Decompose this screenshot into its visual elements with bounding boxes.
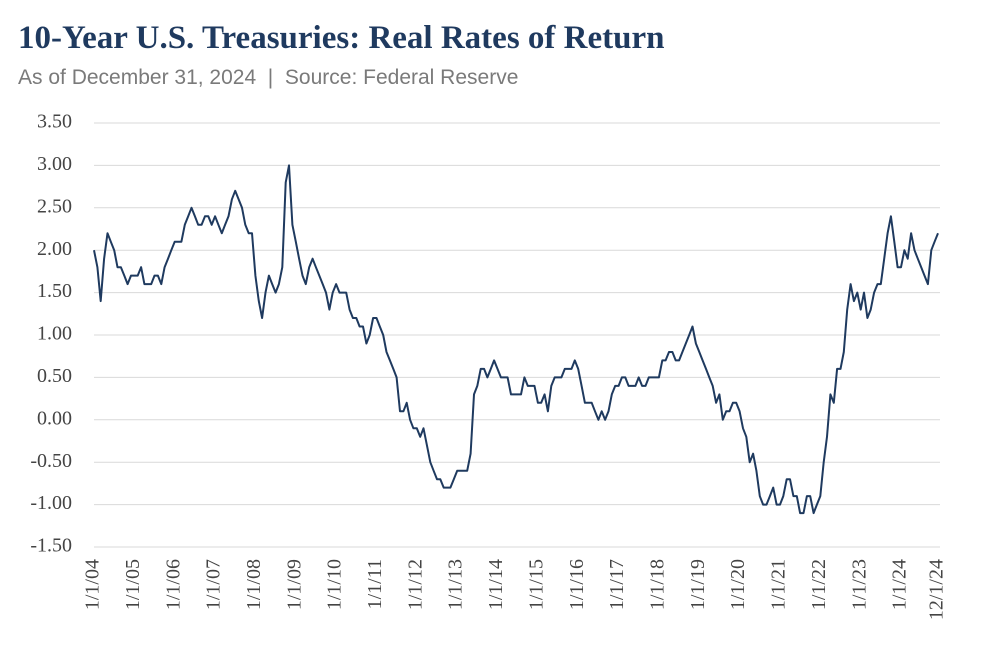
x-tick-label: 1/1/24 — [889, 559, 911, 610]
x-tick-label: 1/1/15 — [525, 559, 547, 610]
y-tick-label: -0.50 — [30, 450, 72, 472]
chart-title: 10-Year U.S. Treasuries: Real Rates of R… — [18, 20, 664, 56]
y-tick-label: -1.00 — [30, 492, 72, 514]
x-tick-label: 1/1/18 — [647, 559, 669, 610]
y-tick-label: 0.50 — [37, 365, 72, 387]
y-tick-label: 0.00 — [37, 407, 72, 429]
y-tick-label: -1.50 — [30, 535, 72, 557]
y-tick-label: 1.00 — [37, 323, 72, 345]
chart-subtitle: As of December 31, 2024 | Source: Federa… — [18, 66, 518, 89]
x-tick-label: 1/1/22 — [808, 559, 830, 610]
x-tick-label: 1/1/21 — [768, 559, 790, 610]
y-tick-label: 3.00 — [37, 153, 72, 175]
x-tick-label: 1/1/04 — [82, 559, 104, 610]
x-tick-label: 1/1/09 — [283, 559, 305, 610]
x-tick-label: 1/1/05 — [122, 559, 144, 610]
line-series — [93, 164, 939, 515]
x-tick-label: 1/1/13 — [445, 559, 467, 610]
x-tick-label: 1/1/19 — [687, 559, 709, 610]
y-tick-label: 3.50 — [37, 111, 72, 133]
x-tick-label: 1/1/11 — [364, 559, 386, 609]
x-tick-label: 1/1/08 — [243, 559, 265, 610]
y-tick-label: 2.00 — [37, 238, 72, 260]
x-tick-label: 1/1/20 — [727, 559, 749, 610]
y-tick-label: 2.50 — [37, 195, 72, 217]
x-tick-label: 1/1/16 — [566, 559, 588, 610]
y-tick-label: 1.50 — [37, 280, 72, 302]
x-tick-label: 1/1/06 — [162, 559, 184, 610]
x-tick-label: 1/1/14 — [485, 559, 507, 610]
x-tick-label: 1/1/23 — [848, 559, 870, 610]
x-tick-label: 12/1/24 — [926, 559, 948, 620]
x-tick-label: 1/1/12 — [404, 559, 426, 610]
x-tick-label: 1/1/17 — [606, 559, 628, 610]
x-tick-label: 1/1/07 — [203, 559, 225, 610]
x-tick-label: 1/1/10 — [324, 559, 346, 610]
